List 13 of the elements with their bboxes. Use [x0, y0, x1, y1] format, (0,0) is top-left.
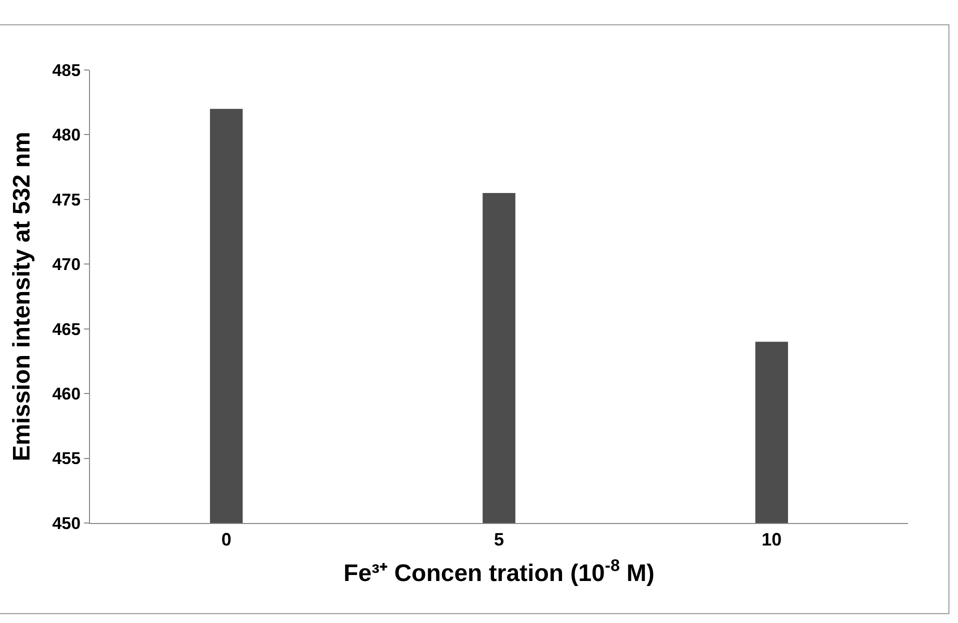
x-axis-title: Fe³⁺ Concen tration (10$^{-8}$ M): [344, 556, 654, 587]
y-tick-label: 460: [52, 384, 81, 404]
y-axis-title: Emission intensity at 532 nm: [8, 132, 36, 462]
y-tick-label: 475: [52, 190, 81, 210]
x-tick-label: 5: [494, 530, 504, 550]
y-tick-label: 465: [52, 320, 81, 339]
y-tick-label: 450: [52, 514, 81, 533]
y-tick-label: 485: [52, 60, 81, 80]
x-tick-label: 10: [762, 530, 782, 550]
x-tick-label: 0: [221, 530, 232, 550]
y-tick-label: 470: [52, 255, 81, 274]
y-tick-label: 455: [52, 449, 81, 468]
y-tick-label: 480: [52, 126, 81, 145]
